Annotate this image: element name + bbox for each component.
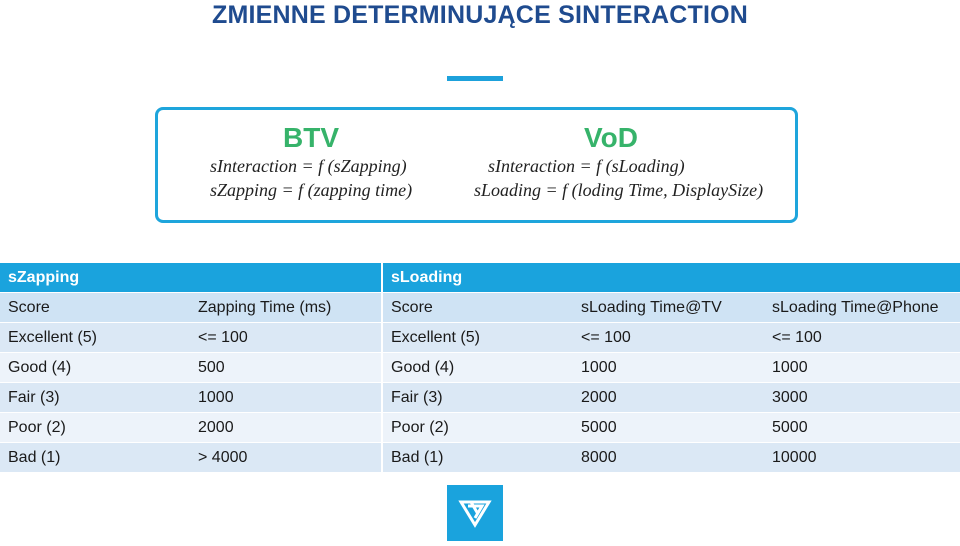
vod-formula-line: sInteraction = f (sLoading) <box>488 156 685 176</box>
btv-heading: BTV <box>283 122 339 153</box>
table-cell: 3000 <box>764 383 960 413</box>
table-row: Fair (3) 2000 3000 <box>383 383 960 413</box>
table-cell: Poor (2) <box>0 413 190 443</box>
sloading-table: sLoading Score sLoading Time@TV sLoading… <box>383 263 960 473</box>
table-cell: Bad (1) <box>383 443 573 473</box>
vod-formula-column: VoD sInteraction = f (sLoading) sLoading… <box>474 110 794 202</box>
table-cell: Excellent (5) <box>383 323 573 353</box>
table-cell: <= 100 <box>573 323 764 353</box>
table-cell: Good (4) <box>383 353 573 383</box>
table-cell: <= 100 <box>190 323 381 353</box>
column-header: Score <box>383 293 573 323</box>
table-cell: 500 <box>190 353 381 383</box>
table-row: Poor (2) 5000 5000 <box>383 413 960 443</box>
table-row: Bad (1) 8000 10000 <box>383 443 960 473</box>
page-title: ZMIENNE DETERMINUJĄCE SINTERACTION <box>212 1 748 29</box>
table-row: Excellent (5) <= 100 <= 100 <box>383 323 960 353</box>
table-row: Fair (3) 1000 <box>0 383 381 413</box>
table-cell: 8000 <box>573 443 764 473</box>
table-row: Excellent (5) <= 100 <box>0 323 381 353</box>
column-header: Score <box>0 293 190 323</box>
table-title-row: sLoading <box>383 263 960 293</box>
table-cell: 5000 <box>764 413 960 443</box>
title-accent-line <box>447 76 503 81</box>
vod-heading: VoD <box>584 122 638 153</box>
table-header-row: Score sLoading Time@TV sLoading Time@Pho… <box>383 293 960 323</box>
v-chevron-logo-icon <box>447 485 503 541</box>
column-header: sLoading Time@Phone <box>764 293 960 323</box>
table-row: Poor (2) 2000 <box>0 413 381 443</box>
szapping-table: sZapping Score Zapping Time (ms) Excelle… <box>0 263 381 473</box>
table-row: Good (4) 500 <box>0 353 381 383</box>
table-cell: 1000 <box>190 383 381 413</box>
table-row: Bad (1) > 4000 <box>0 443 381 473</box>
table-cell: <= 100 <box>764 323 960 353</box>
szapping-table-title: sZapping <box>0 263 381 293</box>
formula-box: BTV sInteraction = f (sZapping) sZapping… <box>155 107 798 223</box>
table-cell: 1000 <box>573 353 764 383</box>
table-title-row: sZapping <box>0 263 381 293</box>
btv-formula-column: BTV sInteraction = f (sZapping) sZapping… <box>198 110 438 202</box>
btv-formula-line: sZapping = f (zapping time) <box>210 180 413 200</box>
table-cell: Poor (2) <box>383 413 573 443</box>
table-cell: Bad (1) <box>0 443 190 473</box>
sloading-table-title: sLoading <box>383 263 960 293</box>
table-cell: 10000 <box>764 443 960 473</box>
table-row: Good (4) 1000 1000 <box>383 353 960 383</box>
table-cell: > 4000 <box>190 443 381 473</box>
table-cell: 1000 <box>764 353 960 383</box>
table-cell: 2000 <box>573 383 764 413</box>
table-cell: Good (4) <box>0 353 190 383</box>
table-cell: Excellent (5) <box>0 323 190 353</box>
table-cell: Fair (3) <box>0 383 190 413</box>
vod-formula-line: sLoading = f (loding Time, DisplaySize) <box>474 180 764 200</box>
column-header: Zapping Time (ms) <box>190 293 381 323</box>
column-header: sLoading Time@TV <box>573 293 764 323</box>
table-header-row: Score Zapping Time (ms) <box>0 293 381 323</box>
table-cell: Fair (3) <box>383 383 573 413</box>
table-cell: 5000 <box>573 413 764 443</box>
btv-formula-line: sInteraction = f (sZapping) <box>210 156 407 176</box>
table-cell: 2000 <box>190 413 381 443</box>
